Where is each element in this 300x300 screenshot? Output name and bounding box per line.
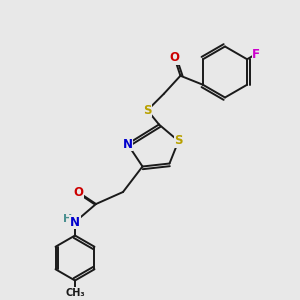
Text: F: F	[252, 47, 260, 61]
Text: H: H	[63, 214, 72, 224]
Text: CH₃: CH₃	[65, 287, 85, 298]
Text: N: N	[70, 215, 80, 229]
Text: O: O	[169, 51, 179, 64]
Text: S: S	[174, 134, 183, 148]
Text: S: S	[143, 104, 152, 117]
Text: N: N	[122, 137, 133, 151]
Text: O: O	[73, 185, 83, 199]
